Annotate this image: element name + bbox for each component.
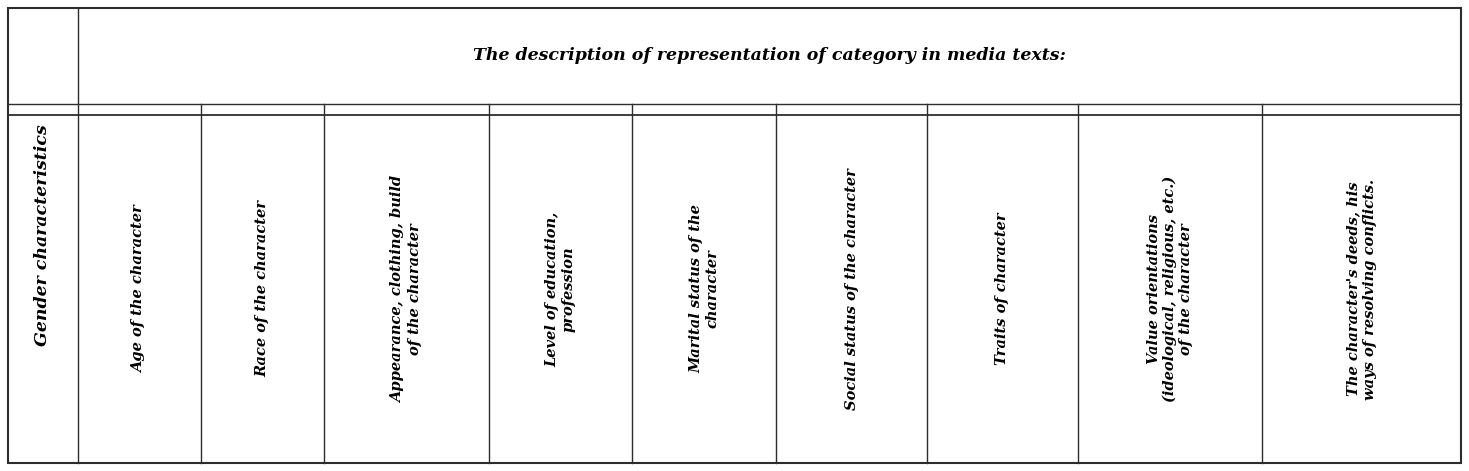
Text: Gender characteristics: Gender characteristics bbox=[34, 125, 51, 346]
Text: Race of the character: Race of the character bbox=[256, 201, 270, 377]
Text: Value orientations
(ideological, religious, etc.)
of the character: Value orientations (ideological, religio… bbox=[1146, 176, 1193, 402]
Text: Appearance, clothing, build
of the character: Appearance, clothing, build of the chara… bbox=[391, 175, 422, 403]
Text: Level of education,
profession: Level of education, profession bbox=[545, 211, 576, 366]
Text: Social status of the character: Social status of the character bbox=[845, 168, 858, 410]
Text: Traits of character: Traits of character bbox=[995, 212, 1009, 365]
Text: Marital status of the
character: Marital status of the character bbox=[689, 204, 720, 374]
Text: The character's deeds, his
ways of resolving conflicts.: The character's deeds, his ways of resol… bbox=[1347, 179, 1376, 399]
Text: Age of the character: Age of the character bbox=[132, 205, 147, 373]
Text: The description of representation of category in media texts:: The description of representation of cat… bbox=[473, 47, 1066, 64]
